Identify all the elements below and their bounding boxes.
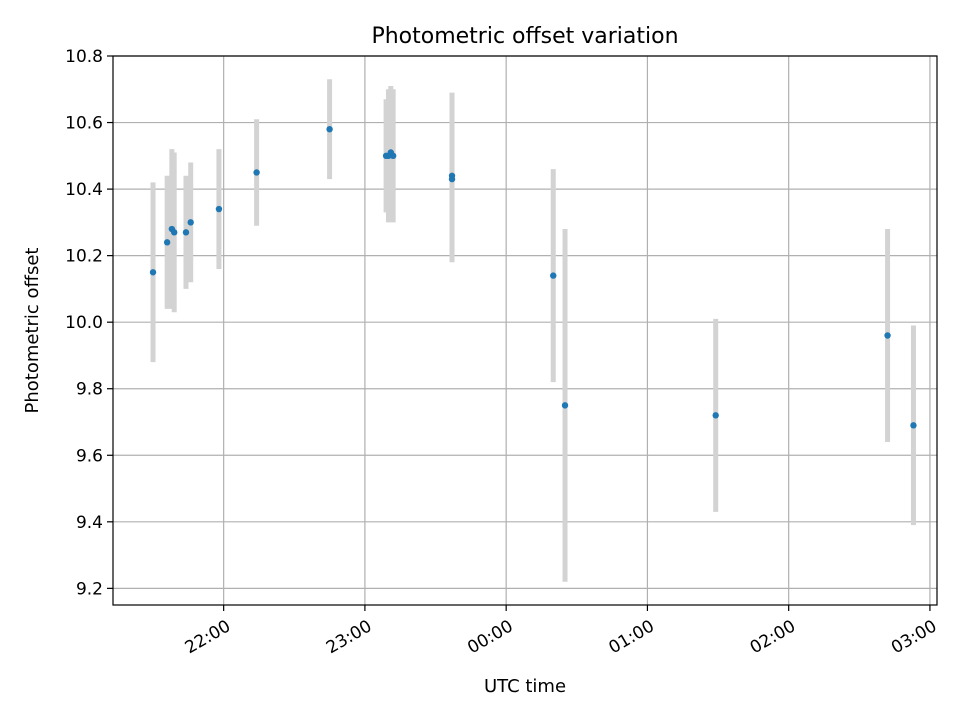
data-point xyxy=(910,422,917,429)
y-tick-label: 10.4 xyxy=(65,180,103,200)
y-tick-label: 10.2 xyxy=(65,247,103,267)
data-point xyxy=(149,269,157,276)
data-point xyxy=(550,272,557,279)
data-point xyxy=(712,412,719,419)
data-point xyxy=(389,152,397,160)
data-point xyxy=(182,229,190,236)
data-point xyxy=(171,229,178,236)
y-tick-label: 10.6 xyxy=(65,114,103,134)
grid-lines xyxy=(113,55,937,605)
data-point xyxy=(448,175,456,183)
data-point xyxy=(163,239,171,246)
y-tick-label: 9.8 xyxy=(76,380,103,400)
y-tick-label: 10.0 xyxy=(65,313,103,333)
y-tick-label: 9.6 xyxy=(76,446,103,466)
data-point xyxy=(187,219,194,226)
y-tick-label: 10.8 xyxy=(65,47,103,67)
data-point xyxy=(326,126,333,133)
chart-title: Photometric offset variation xyxy=(371,24,678,49)
y-axis-title: Photometric offset xyxy=(22,248,43,414)
y-axis-ticks: 9.2 9.4 9.6 9.8 10.0 10.2 10.4 10.6 10.8 xyxy=(65,47,113,599)
y-tick-label: 9.2 xyxy=(76,579,103,599)
data-points xyxy=(149,126,917,429)
x-axis-title: UTC time xyxy=(484,676,566,697)
y-tick-label: 9.4 xyxy=(76,513,103,533)
data-point xyxy=(253,169,260,176)
data-point xyxy=(884,332,891,339)
data-point xyxy=(215,205,223,213)
plot-frame xyxy=(112,55,938,606)
data-point xyxy=(561,402,569,409)
